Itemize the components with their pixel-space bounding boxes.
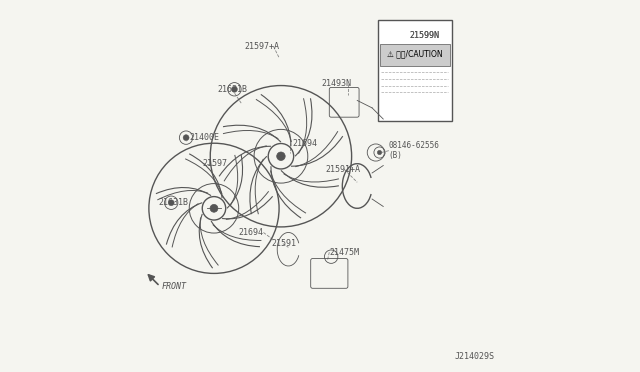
Text: 21694: 21694	[239, 228, 264, 237]
Text: 21591+A: 21591+A	[326, 165, 360, 174]
Bar	[378, 20, 452, 121]
Text: 21591: 21591	[271, 239, 297, 248]
Text: 21475M: 21475M	[330, 248, 359, 257]
Text: 21599N: 21599N	[409, 31, 439, 40]
Circle shape	[183, 135, 189, 141]
Text: ⚠ 注意/CAUTION: ⚠ 注意/CAUTION	[387, 49, 443, 58]
Text: J214029S: J214029S	[455, 352, 495, 361]
Circle shape	[378, 150, 381, 155]
Text: 21597+A: 21597+A	[245, 42, 280, 51]
Text: 21597: 21597	[203, 159, 228, 168]
Text: 08146-62556
(B): 08146-62556 (B)	[389, 141, 440, 160]
Text: 21631B: 21631B	[218, 85, 248, 94]
Text: 21631B: 21631B	[158, 198, 188, 207]
Circle shape	[168, 200, 174, 206]
Text: 21400E: 21400E	[189, 133, 219, 142]
Text: 21694: 21694	[292, 139, 317, 148]
Circle shape	[210, 205, 218, 212]
Text: FRONT: FRONT	[162, 282, 187, 291]
Text: 21493N: 21493N	[322, 79, 352, 88]
Circle shape	[232, 86, 237, 92]
Text: 21599N: 21599N	[409, 31, 439, 40]
Bar	[380, 44, 450, 66]
Circle shape	[276, 152, 285, 160]
